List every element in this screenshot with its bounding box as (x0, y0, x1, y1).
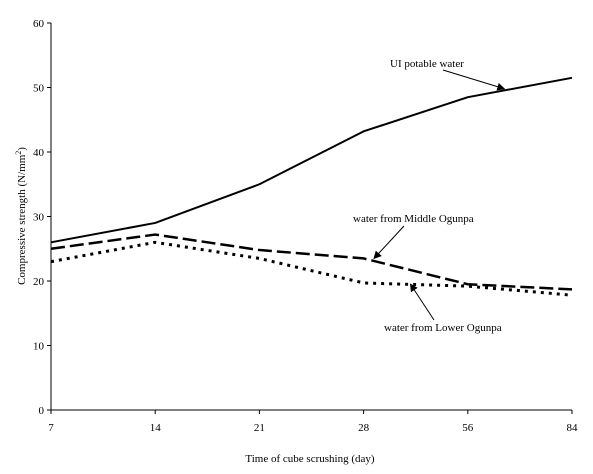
y-axis-ticks: 0 10 20 30 40 50 60 (33, 18, 51, 417)
y-axis-title: Compressive strength (N/mm2) (14, 147, 28, 285)
x-axis-title: Time of cube scrushing (day) (245, 453, 374, 465)
y-axis-title-close: ) (16, 147, 28, 151)
x-tick-label: 14 (150, 422, 162, 434)
y-tick-label: 10 (33, 341, 45, 353)
annotation-arrow (373, 225, 405, 260)
series-middle-ogunpa (50, 233, 573, 291)
annotations: UI potable water water from Middle Ogunpa… (353, 58, 506, 334)
y-tick-label: 20 (33, 276, 45, 288)
y-axis-title-superscript: 2 (14, 151, 23, 155)
series-lines (50, 76, 573, 297)
axes (50, 23, 572, 411)
x-tick-label: 56 (462, 422, 474, 434)
y-tick-label: 30 (33, 212, 45, 224)
annotation-arrow (409, 283, 435, 321)
y-tick-label: 40 (33, 147, 45, 159)
annotation-middle-ogunpa: water from Middle Ogunpa (353, 213, 474, 225)
x-tick-label: 84 (567, 422, 579, 434)
y-tick-label: 50 (33, 83, 45, 95)
y-tick-label: 0 (39, 405, 45, 417)
series-ui-potable-water (50, 76, 573, 244)
x-axis-ticks: 7 14 21 28 56 84 (48, 410, 578, 434)
x-tick-label: 28 (358, 422, 370, 434)
x-tick-label: 21 (254, 422, 265, 434)
y-tick-label: 60 (33, 18, 45, 30)
annotation-arrow (442, 69, 506, 91)
annotation-ui-potable-water: UI potable water (390, 58, 464, 70)
annotation-lower-ogunpa: water from Lower Ogunpa (384, 322, 502, 334)
series-lower-ogunpa (50, 240, 573, 297)
x-tick-label: 7 (48, 422, 54, 434)
y-axis-title-main: Compressive strength (N/mm (16, 154, 28, 285)
